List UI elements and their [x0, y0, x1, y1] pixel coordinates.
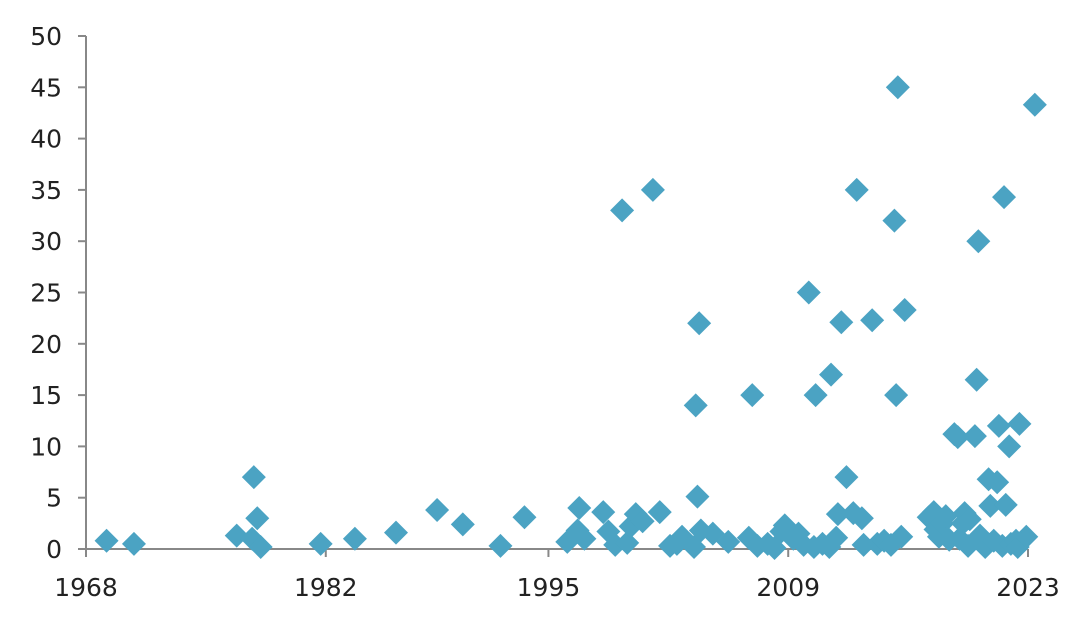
data-point	[1014, 524, 1039, 549]
x-tick-label: 2023	[996, 573, 1060, 602]
y-tick-label: 10	[30, 432, 62, 461]
y-tick-label: 0	[46, 535, 62, 564]
data-point	[851, 532, 876, 557]
data-point	[803, 383, 828, 408]
data-point	[945, 425, 970, 450]
x-tick-label: 1982	[294, 573, 358, 602]
data-point	[687, 311, 712, 336]
data-point	[567, 495, 592, 520]
data-point	[740, 383, 765, 408]
data-point	[889, 524, 914, 549]
y-tick-label: 45	[30, 73, 62, 102]
data-point	[957, 507, 982, 532]
data-point	[716, 529, 741, 554]
data-point	[1022, 92, 1047, 117]
x-tick-label: 1968	[54, 573, 118, 602]
data-point	[512, 505, 537, 530]
data-point	[241, 465, 266, 490]
y-tick-label: 20	[30, 330, 62, 359]
axes	[85, 36, 1028, 550]
data-point	[450, 512, 475, 537]
data-point	[591, 500, 616, 525]
data-point	[844, 177, 869, 202]
data-point	[892, 297, 917, 322]
ticks: 0 5 10 15 20 25 30 35 40 45 50 1968 1982 1995 2009 2023	[30, 22, 1060, 602]
data-point	[615, 530, 640, 555]
data-point	[819, 362, 844, 387]
data-point	[962, 424, 987, 449]
data-points	[94, 75, 1047, 560]
data-point	[1007, 411, 1032, 436]
data-point	[884, 383, 909, 408]
data-point	[986, 413, 1011, 438]
data-point	[997, 434, 1022, 459]
data-point	[630, 509, 655, 534]
data-point	[978, 493, 1003, 518]
data-point	[860, 308, 885, 333]
y-tick-label: 40	[30, 125, 62, 154]
data-point	[640, 177, 665, 202]
data-point	[384, 520, 409, 545]
y-tick-label: 30	[30, 227, 62, 256]
data-point	[964, 367, 989, 392]
y-tick-label: 25	[30, 279, 62, 308]
data-point	[224, 523, 249, 548]
data-point	[647, 500, 672, 525]
y-tick-label: 15	[30, 381, 62, 410]
data-point	[425, 498, 450, 523]
data-point	[985, 470, 1010, 495]
data-point	[796, 280, 821, 305]
data-point	[882, 208, 907, 233]
data-point	[245, 506, 270, 531]
data-point	[993, 492, 1018, 517]
y-tick-label: 35	[30, 176, 62, 205]
data-point	[885, 75, 910, 100]
data-point	[849, 506, 874, 531]
data-point	[121, 531, 146, 556]
data-point	[248, 534, 273, 559]
data-point	[342, 526, 367, 551]
y-tick-label: 5	[46, 484, 62, 513]
x-tick-label: 1995	[517, 573, 581, 602]
data-point	[488, 533, 513, 558]
data-point	[992, 185, 1017, 210]
data-point	[966, 229, 991, 254]
data-point	[683, 393, 708, 418]
data-point	[610, 198, 635, 223]
y-tick-label: 50	[30, 22, 62, 51]
data-point	[308, 531, 333, 556]
data-point	[933, 504, 958, 529]
data-point	[829, 310, 854, 335]
data-point	[824, 525, 849, 550]
data-point	[572, 526, 597, 551]
x-tick-label: 2009	[756, 573, 820, 602]
data-point	[685, 484, 710, 509]
data-point	[825, 502, 850, 527]
data-point	[94, 528, 119, 553]
data-point	[834, 465, 859, 490]
